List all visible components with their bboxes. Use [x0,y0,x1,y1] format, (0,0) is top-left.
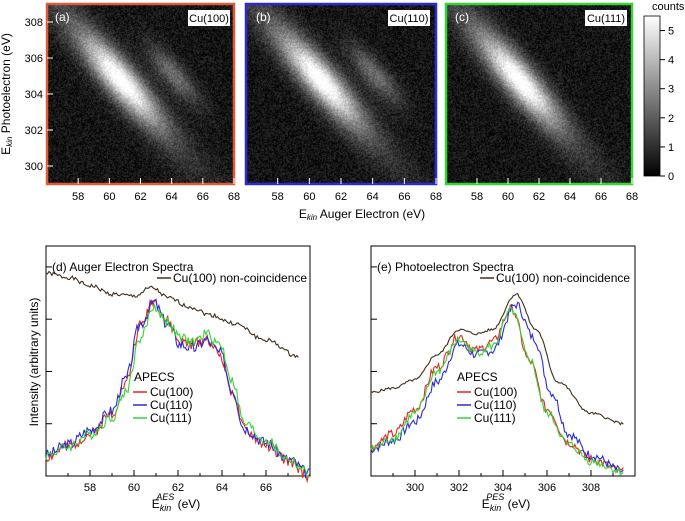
heatmap-a-y-ticks: 300 302 304 306 308 [25,17,53,173]
plot-e-x-tick-label: 300 [406,482,424,494]
heatmap-a-y-tick-label: 306 [25,53,43,65]
heatmap-a-y-tick-label: 304 [25,89,43,101]
heatmap-x-axis-label: Ekin Auger Electron (eV) [299,207,425,222]
plot-d-x-tick-label: 60 [128,482,140,494]
heatmap-c-x-ticks: 58 60 62 64 66 68 [471,178,638,203]
heatmap-a-x-tick-label: 60 [103,191,115,203]
panel-b: (b) Cu(110) 58 60 62 64 66 68 [244,2,442,203]
heatmap-b-x-tick-label: 66 [398,191,410,203]
heatmap-c-x-tick-label: 66 [595,191,607,203]
legend-d-entries: Cu(100)Cu(110)Cu(111) [133,385,193,425]
plot-e-x-tick-label: 304 [494,482,512,494]
heatmap-c-x-tick-label: 68 [626,191,638,203]
colorbar-tick-label: 1 [668,142,674,154]
colorbar-tick-label: 3 [668,84,674,96]
plot-e-x-axis-label: EkinPES (eV) [482,492,531,513]
heatmap-a-y-tick-label: 302 [25,125,43,137]
panel-c-label: (c) [455,10,469,24]
plot-d-y-axis-label: Intensity (arbitrary units) [27,298,41,427]
sample-a-label: Cu(100) [189,13,229,25]
series-e-cu-100-non-coincidence [370,293,624,426]
panel-c: (c) Cu(111) 58 60 62 64 66 68 [444,2,638,203]
sample-b-box [388,10,430,26]
heatmap-b-image [246,4,436,184]
panel-d-title: (d) Auger Electron Spectra [52,260,194,274]
colorbar-tick-label: 4 [668,55,674,67]
heatmap-b-x-tick-label: 64 [367,191,379,203]
legend-d-label: Cu(111) [150,411,192,425]
plot-e-axis: 300 302 304 306 308 [370,266,636,494]
colorbar-tick-label: 0 [668,171,674,183]
series-d-cu-100 [45,299,311,484]
colorbar-tick-label: 5 [668,26,674,38]
sample-a-box [188,10,230,26]
legend-e-label: Cu(111) [474,411,516,425]
heatmap-a-x-tick-label: 64 [166,191,178,203]
plot-e-x-tick-label: 302 [450,482,468,494]
series-d-cu-111 [45,304,311,479]
sample-b-label: Cu(110) [390,13,429,25]
heatmap-b-x-tick-label: 58 [272,191,284,203]
colorbar: counts 0 1 2 3 4 5 [643,1,685,183]
series-e-cu-111 [370,306,624,476]
heatmap-a-image [47,4,234,184]
plot-e-x-tick-label: 308 [582,482,600,494]
panel-b-label: (b) [256,10,271,24]
plot-d-x-tick-label: 66 [260,482,272,494]
legend-e-label: Cu(100) [474,385,517,399]
heatmap-c-x-tick-label: 64 [564,191,576,203]
legend-d-label: Cu(110) [150,398,192,412]
panel-d: (d) Auger Electron Spectra Cu(100) non-c… [27,245,311,513]
series-e-cu-100 [370,303,624,474]
legend-e-noncoincidence: Cu(100) non-coincidence [496,271,630,285]
heatmap-a-x-tick-label: 68 [228,191,240,203]
plot-d-series [45,270,311,484]
panel-e: (e) Photoelectron Spectra Cu(100) non-co… [370,245,636,513]
heatmap-a-y-tick-label: 308 [25,17,43,29]
legend-d-label: Cu(100) [150,385,193,399]
sample-c-label: Cu(111) [587,13,625,25]
plot-d-x-axis-label: EkinAES (eV) [152,492,201,513]
heatmap-b-x-ticks: 58 60 62 64 66 68 [272,178,442,203]
legend-e-label: Cu(110) [474,398,516,412]
colorbar-ticks: 0 1 2 3 4 5 [660,26,674,183]
series-d-cu-100-non-coincidence [45,270,299,359]
heatmap-a-x-ticks: 58 60 62 64 66 68 [72,178,240,203]
heatmap-c-x-tick-label: 60 [502,191,514,203]
legend-d-group-title: APECS [134,370,175,384]
heatmap-a-y-tick-label: 300 [25,161,43,173]
colorbar-gradient [643,15,661,177]
heatmap-c-x-tick-label: 62 [533,191,545,203]
heatmap-b-x-tick-label: 62 [335,191,347,203]
heatmap-a-x-tick-label: 58 [72,191,84,203]
heatmap-b-x-tick-label: 68 [430,191,442,203]
heatmap-y-axis-label: Ekin Photoelectron (eV) [0,33,14,155]
legend-e-entries: Cu(100)Cu(110)Cu(111) [457,385,517,425]
plot-d-x-tick-label: 64 [216,482,228,494]
heatmap-a-x-tick-label: 66 [197,191,209,203]
plot-d-x-tick-label: 58 [84,482,96,494]
legend-d-noncoincidence: Cu(100) non-coincidence [173,271,307,285]
colorbar-title: counts [652,1,685,13]
plot-d-axis: 58 60 62 64 66 [45,266,311,494]
panel-a-label: (a) [55,10,70,24]
sample-c-box [585,10,627,26]
legend-e-group-title: APECS [457,370,498,384]
colorbar-tick-label: 2 [668,113,674,125]
plot-e-x-tick-label: 306 [538,482,556,494]
panel-a: (a) Cu(100) 58 60 62 64 66 68 300 302 304 306 308 [25,2,240,203]
heatmap-c-image [446,4,632,184]
heatmap-c-x-tick-label: 58 [471,191,483,203]
heatmap-b-x-tick-label: 60 [303,191,315,203]
plot-d-x-tick-label: 62 [172,482,184,494]
heatmap-a-x-tick-label: 62 [134,191,146,203]
plot-e-series [370,293,624,476]
panel-e-title: (e) Photoelectron Spectra [377,260,514,274]
series-d-cu-110 [45,298,311,479]
